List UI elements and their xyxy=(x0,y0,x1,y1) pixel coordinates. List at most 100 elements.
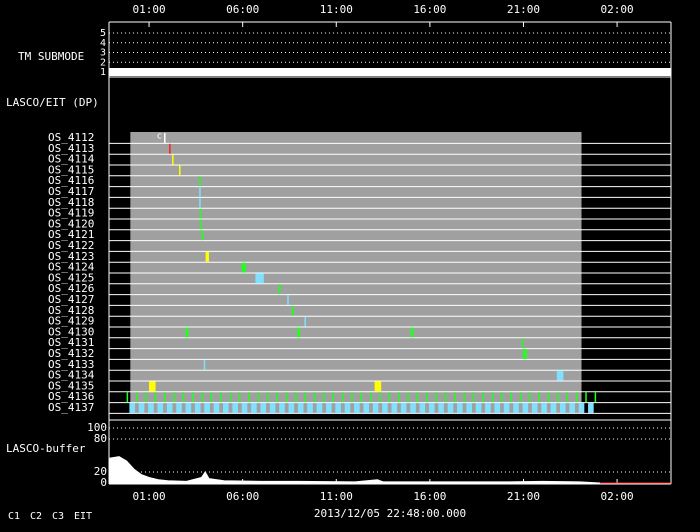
event xyxy=(575,392,578,403)
event xyxy=(129,403,136,413)
event xyxy=(547,392,550,403)
event xyxy=(400,403,407,413)
row-label: OS_4128 xyxy=(48,304,94,317)
event xyxy=(241,262,246,273)
event xyxy=(503,403,510,413)
x-tick-label: 11:00 xyxy=(320,3,353,16)
event xyxy=(588,403,594,413)
x-tick-label: 01:00 xyxy=(133,490,166,503)
y-tick-label: 3 xyxy=(100,48,106,59)
event xyxy=(407,392,409,403)
event xyxy=(199,219,202,230)
event xyxy=(472,392,475,403)
event xyxy=(566,392,569,403)
row-label: OS_4115 xyxy=(48,163,94,176)
event xyxy=(164,392,166,403)
event xyxy=(529,392,531,403)
y-tick-label: 100 xyxy=(87,421,107,434)
x-tick-label: 16:00 xyxy=(413,490,446,503)
y-tick-label: 4 xyxy=(100,38,106,49)
event xyxy=(557,392,559,403)
y-tick-label: 2 xyxy=(100,57,106,68)
event xyxy=(410,327,414,338)
event xyxy=(398,392,400,403)
event xyxy=(199,187,201,197)
event xyxy=(185,327,189,338)
event xyxy=(569,403,575,413)
event xyxy=(360,392,363,403)
y-tick-label: 1 xyxy=(100,67,106,78)
event xyxy=(192,392,194,403)
row-label: OS_4125 xyxy=(48,271,94,284)
event xyxy=(494,403,501,413)
y-tick-label: 20 xyxy=(94,465,107,478)
event xyxy=(501,392,503,403)
event xyxy=(176,403,182,413)
x-tick-label: 02:00 xyxy=(601,490,634,503)
event xyxy=(149,381,156,392)
event xyxy=(185,403,192,413)
event xyxy=(169,143,171,154)
event xyxy=(559,403,566,413)
row-label: OS_4137 xyxy=(48,401,94,414)
x-tick-label: 21:00 xyxy=(507,3,540,16)
event xyxy=(291,305,294,316)
event xyxy=(316,403,323,413)
event xyxy=(304,316,306,327)
event xyxy=(419,403,426,413)
legend-entry: C2 xyxy=(30,511,42,522)
row-label: OS_4114 xyxy=(48,153,95,166)
event xyxy=(267,392,269,403)
event xyxy=(491,392,494,403)
event xyxy=(372,403,379,413)
event xyxy=(556,370,564,381)
event xyxy=(154,392,157,403)
event xyxy=(513,403,519,413)
event xyxy=(485,403,491,413)
event xyxy=(519,392,522,403)
event xyxy=(438,403,444,413)
event xyxy=(297,327,301,338)
event xyxy=(457,403,463,413)
event xyxy=(269,403,276,413)
event xyxy=(295,392,297,403)
panel-label: LASCO/EIT (DP) xyxy=(6,96,99,109)
event xyxy=(205,251,209,262)
row-label: OS_4112 xyxy=(48,131,94,144)
event xyxy=(351,392,353,403)
event xyxy=(578,403,585,413)
x-tick-label: 06:00 xyxy=(226,490,259,503)
event xyxy=(260,403,267,413)
event xyxy=(199,208,202,219)
event xyxy=(426,392,428,403)
row-label: OS_4131 xyxy=(48,336,94,349)
event xyxy=(229,392,232,403)
event xyxy=(510,392,512,403)
event xyxy=(179,165,181,176)
x-tick-label: 16:00 xyxy=(413,3,446,16)
event xyxy=(482,392,484,403)
event xyxy=(304,392,306,403)
x-tick-label: 02:00 xyxy=(601,3,634,16)
event xyxy=(251,403,257,413)
panel-label: TM SUBMODE xyxy=(18,50,84,63)
event xyxy=(363,403,370,413)
event xyxy=(194,403,201,413)
event xyxy=(382,403,388,413)
event xyxy=(428,403,435,413)
event xyxy=(276,392,278,403)
event xyxy=(220,392,222,403)
event xyxy=(447,403,454,413)
event xyxy=(344,403,351,413)
event xyxy=(379,392,381,403)
event xyxy=(145,392,147,403)
event xyxy=(541,403,547,413)
row-label: OS_4134 xyxy=(48,369,95,382)
event xyxy=(157,403,164,413)
event xyxy=(410,403,416,413)
event xyxy=(238,392,241,403)
event xyxy=(199,197,201,208)
event xyxy=(173,392,175,403)
event xyxy=(213,403,220,413)
row-label: OS_4135 xyxy=(48,379,94,392)
